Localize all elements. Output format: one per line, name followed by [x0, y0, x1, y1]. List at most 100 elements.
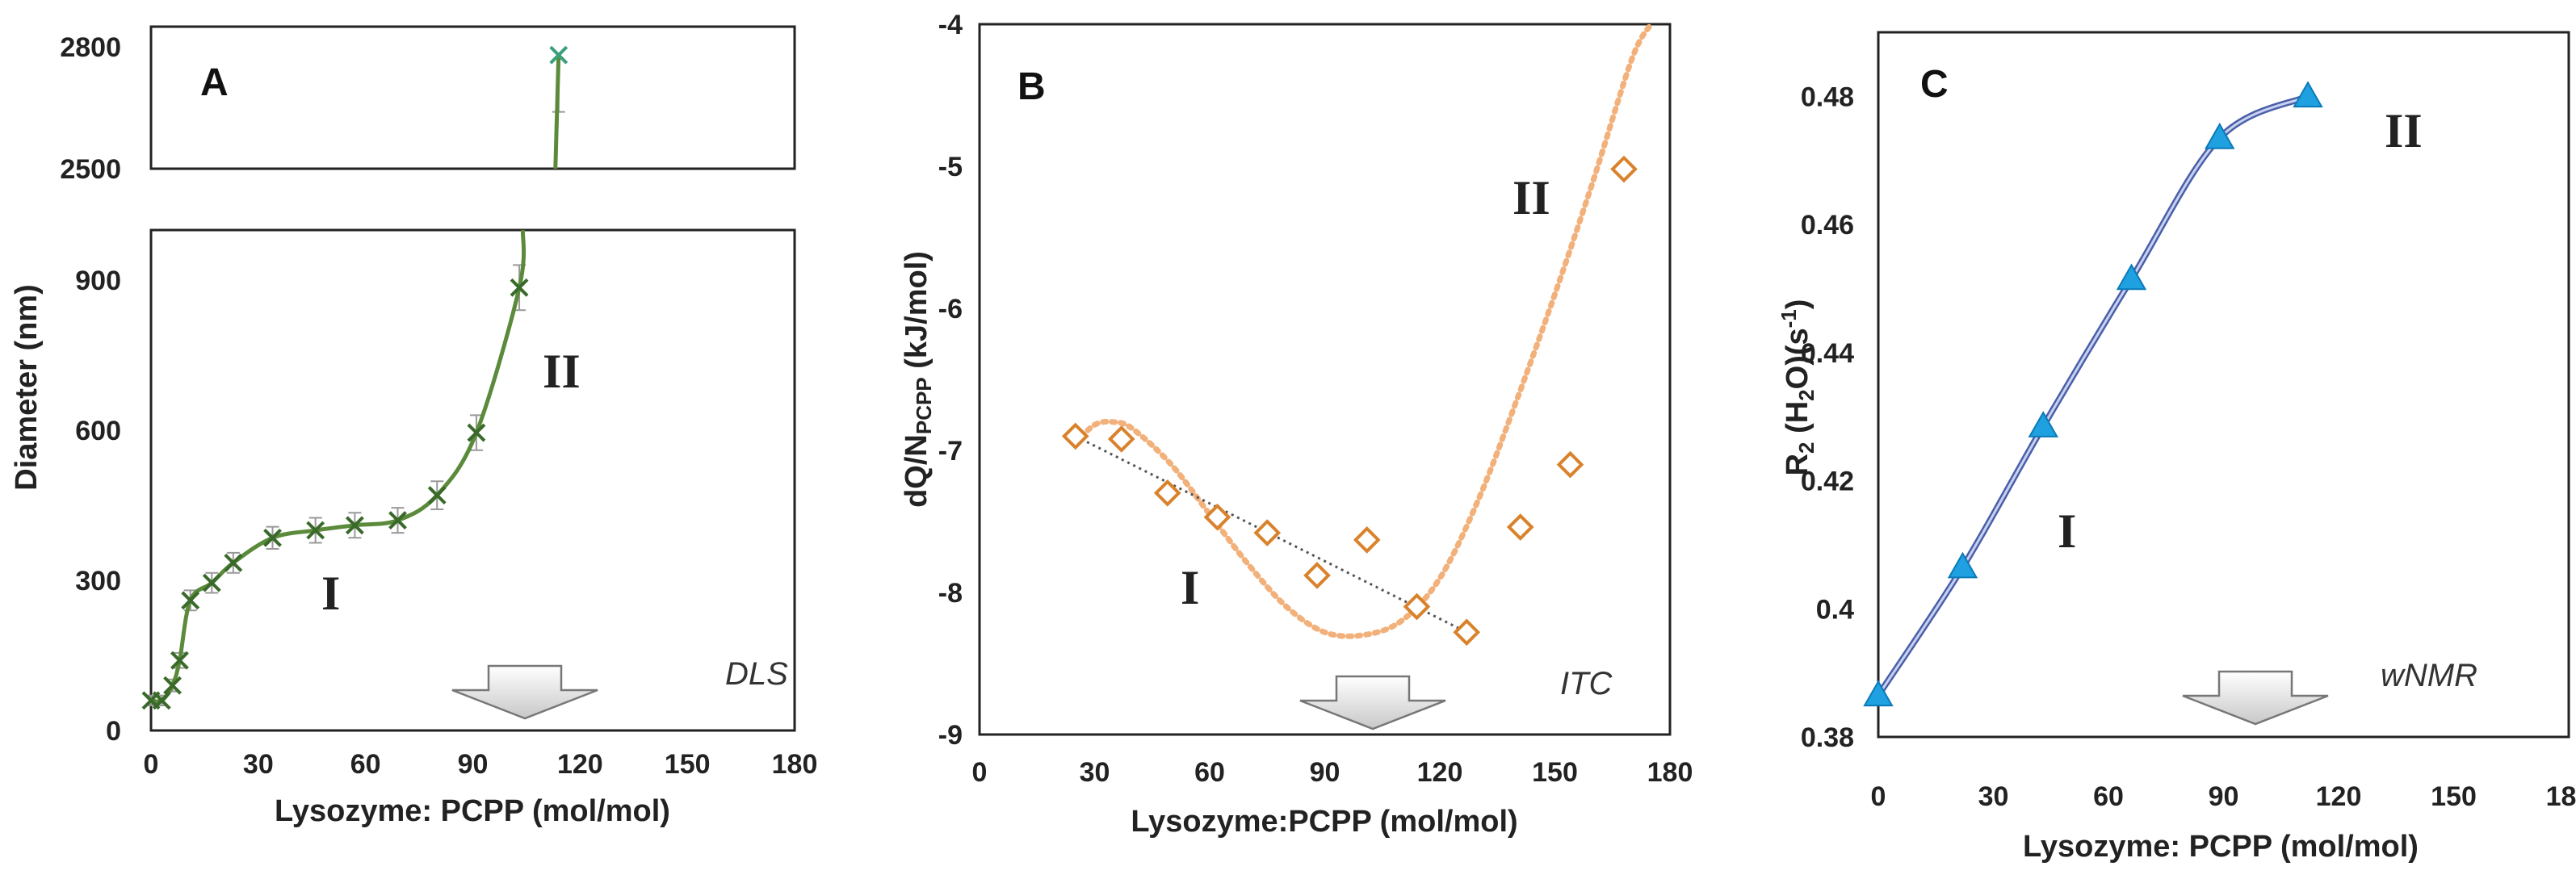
panel-b-frame [978, 23, 1672, 736]
data-point-triangle-marker [2028, 411, 2058, 437]
x-tick-label: 150 [2431, 781, 2477, 812]
y-tick-label: 0.44 [1801, 338, 1854, 369]
panel-b: -4 -5 -6 -7 -8 -9 0 30 60 90 120 150 180 B I II ITC… [900, 10, 1693, 839]
y-tick-label: 900 [75, 266, 121, 296]
data-point-x-marker [152, 691, 171, 710]
x-tick-label: 30 [1080, 757, 1110, 788]
y-tick-label: -5 [938, 152, 963, 182]
y-tick-label: 0.38 [1801, 722, 1854, 753]
data-point-diamond-marker [1506, 513, 1534, 541]
panel-a-x-axis-title: Lysozyme: PCPP (mol/mol) [275, 794, 670, 828]
panel-c-markers [1863, 81, 2323, 707]
y-tick-label: 0.4 [1816, 594, 1854, 625]
panel-a-method-label: DLS [725, 656, 788, 692]
y-tick-label: 600 [75, 416, 121, 446]
panel-b-poly-fit-curve [1072, 21, 1654, 639]
y-tick-label: 0.42 [1801, 467, 1854, 497]
data-point-triangle-marker [2205, 122, 2235, 149]
y-tick-label: 300 [75, 566, 121, 596]
panel-a-region-i: I [321, 567, 340, 620]
data-point-diamond-marker [1253, 519, 1282, 546]
x-tick-label: 90 [458, 749, 489, 780]
panel-a-lower-y-ticks: 0 300 600 900 [75, 266, 121, 747]
x-tick-label: 0 [1871, 781, 1886, 812]
data-point-triangle-marker [2293, 81, 2323, 108]
x-tick-label: 60 [350, 749, 381, 780]
data-point-diamond-marker [1107, 425, 1135, 453]
panel-b-down-arrow-icon [1299, 675, 1446, 730]
x-tick-label: 30 [243, 749, 274, 780]
x-tick-label: 90 [1310, 757, 1340, 788]
data-point-triangle-marker [1863, 680, 1894, 707]
x-tick-label: 90 [2209, 781, 2239, 812]
y-tick-label: 2500 [60, 154, 121, 185]
panel-a-down-arrow-icon [451, 664, 598, 720]
panel-c-letter: C [1920, 63, 1949, 106]
panel-a-markers [141, 45, 568, 710]
x-tick-label: 0 [972, 757, 988, 788]
data-point-x-marker [510, 278, 529, 297]
data-point-diamond-marker [1061, 422, 1089, 450]
data-point-triangle-marker [2116, 263, 2147, 291]
data-point-diamond-marker [1353, 526, 1381, 554]
x-tick-label: 120 [1417, 757, 1463, 788]
panel-a-series-line [150, 229, 527, 704]
x-tick-label: 60 [1194, 757, 1225, 788]
panel-a-upper-frame [149, 25, 796, 170]
panel-b-y-ticks: -4 -5 -6 -7 -8 -9 [938, 10, 963, 751]
panel-a-lower-frame [149, 228, 796, 732]
data-point-diamond-marker [1453, 618, 1481, 647]
panel-c-x-ticks: 0 30 60 90 120 150 180 [1871, 781, 2576, 812]
data-point-x-marker [163, 676, 182, 695]
panel-c-frame [1877, 31, 2570, 739]
y-tick-label: -4 [938, 10, 963, 40]
panel-a-letter: A [200, 61, 229, 104]
data-point-diamond-marker [1610, 155, 1638, 183]
panel-a-series-line-upper [553, 55, 561, 170]
y-tick-label: 0.46 [1801, 210, 1854, 241]
panel-a-region-ii: II [543, 345, 581, 398]
panel-c-region-ii: II [2385, 104, 2423, 157]
x-tick-label: 150 [665, 749, 711, 780]
panel-c-series-line-outline [1875, 93, 2310, 697]
panel-a-x-ticks: 0 30 60 90 120 150 180 [144, 749, 818, 780]
data-point-triangle-marker [1947, 551, 1978, 579]
data-point-x-marker [306, 521, 325, 540]
x-tick-label: 150 [1532, 757, 1578, 788]
data-point-x-marker [345, 516, 364, 535]
panel-c-method-label: wNMR [2381, 658, 2477, 693]
panel-c-region-i: I [2058, 504, 2076, 558]
panel-c-y-axis-title: R2 (H2O)(s-1) [1777, 299, 1819, 476]
y-tick-label: -9 [938, 720, 963, 751]
panel-a: 2500 2800 0 300 600 900 0 30 60 90 120 150 180 A I… [10, 25, 818, 828]
panel-b-linear-trend [1075, 435, 1467, 634]
x-tick-label: 120 [557, 749, 603, 780]
data-point-x-marker [170, 651, 189, 670]
data-point-x-marker [549, 45, 568, 65]
data-point-diamond-marker [1153, 479, 1181, 507]
data-point-x-marker [388, 511, 407, 530]
panel-b-method-label: ITC [1560, 666, 1613, 701]
panel-b-markers [1061, 155, 1638, 647]
x-tick-label: 30 [1978, 781, 2009, 812]
data-point-diamond-marker [1556, 450, 1584, 479]
data-point-x-marker [467, 423, 486, 442]
y-tick-label: -8 [938, 578, 963, 609]
panel-b-region-i: I [1181, 561, 1199, 614]
data-point-diamond-marker [1303, 562, 1331, 589]
x-tick-label: 180 [772, 749, 818, 780]
x-tick-label: 180 [1647, 757, 1693, 788]
data-point-x-marker [181, 591, 200, 610]
data-point-diamond-marker [1203, 503, 1231, 531]
x-tick-label: 120 [2316, 781, 2362, 812]
x-tick-label: 180 [2546, 781, 2576, 812]
panel-c-down-arrow-icon [2182, 670, 2329, 726]
data-point-x-marker [202, 573, 221, 592]
panel-c-y-ticks: 0.38 0.4 0.42 0.44 0.46 0.48 [1801, 82, 1854, 753]
panel-a-y-axis-title: Diameter (nm) [10, 284, 44, 491]
x-tick-label: 60 [2093, 781, 2124, 812]
panel-b-letter: B [1017, 65, 1046, 108]
data-point-x-marker [263, 528, 282, 547]
y-tick-label: -7 [938, 436, 963, 467]
data-point-diamond-marker [1403, 592, 1431, 621]
